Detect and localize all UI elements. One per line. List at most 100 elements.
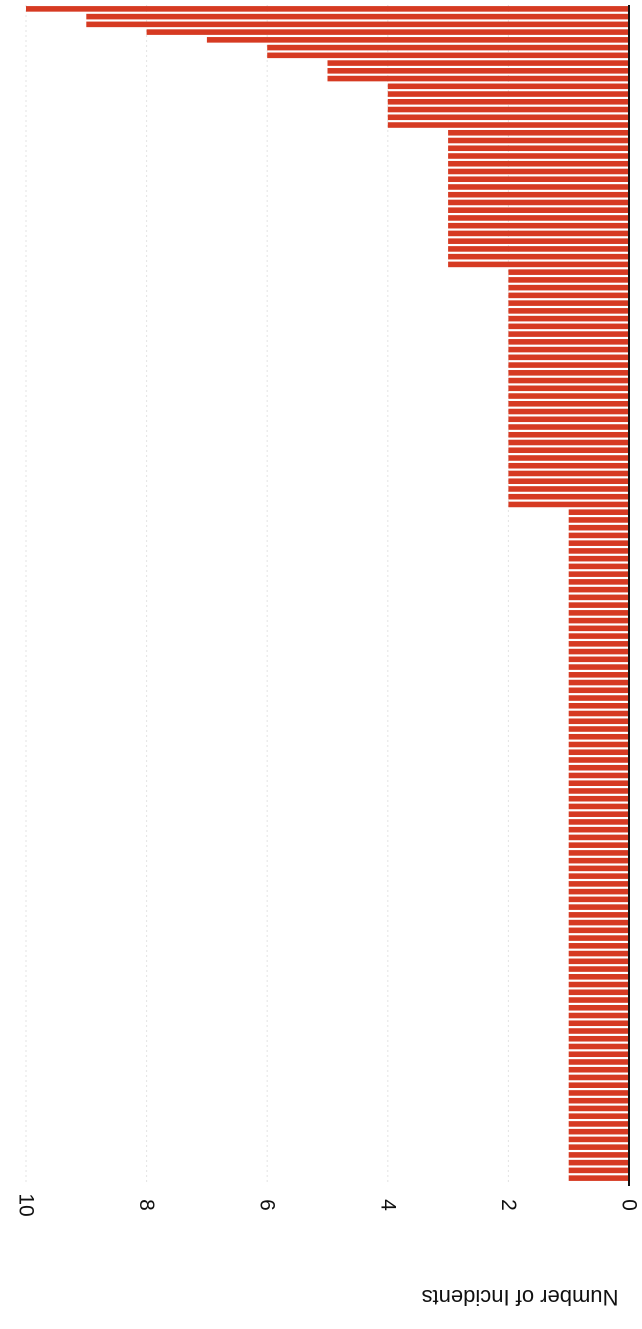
bar (508, 393, 629, 399)
bar (327, 75, 629, 82)
bar (568, 795, 629, 802)
bar (568, 1175, 629, 1181)
bar (568, 881, 629, 887)
bar (448, 215, 629, 221)
bar (448, 191, 629, 198)
bar (508, 315, 629, 322)
tick-label-group: 0 (618, 1199, 641, 1211)
bar (568, 641, 629, 647)
bar (568, 981, 629, 988)
bar (568, 718, 629, 725)
bar (568, 648, 629, 655)
bar (508, 455, 629, 461)
bar (448, 153, 629, 159)
bar (508, 439, 629, 446)
bar (568, 1097, 629, 1104)
bar (508, 462, 629, 469)
bar (568, 950, 629, 957)
bar (568, 524, 629, 531)
bar (267, 44, 629, 51)
bar (568, 664, 629, 670)
bar (508, 346, 629, 353)
bar (568, 1121, 629, 1127)
bar (508, 385, 629, 392)
bar (568, 1152, 629, 1158)
bar (568, 896, 629, 903)
bar (508, 486, 629, 492)
bar (568, 540, 629, 546)
bar (568, 695, 629, 701)
bar (568, 1059, 629, 1065)
bar (568, 772, 629, 779)
tick-label-group: 4 (376, 1199, 399, 1211)
bar (508, 377, 629, 384)
tick-label: 2 (497, 1199, 520, 1211)
bar (448, 253, 629, 260)
bar (387, 106, 629, 113)
bar (568, 733, 629, 740)
grid-lines (25, 5, 509, 1182)
bar (568, 672, 629, 678)
bar (508, 339, 629, 345)
bar (568, 865, 629, 872)
bar (448, 230, 629, 237)
bar (568, 1043, 629, 1050)
bar (568, 997, 629, 1003)
bar (448, 184, 629, 190)
bar (146, 29, 629, 35)
bar (508, 400, 629, 407)
bar (568, 819, 629, 825)
bar (327, 68, 629, 74)
bar (387, 114, 629, 121)
tick-label: 0 (618, 1199, 641, 1211)
bar (568, 958, 629, 965)
bar (568, 943, 629, 949)
bar (568, 1012, 629, 1019)
bar (568, 803, 629, 810)
bar (568, 974, 629, 980)
bar (568, 749, 629, 756)
bar (568, 702, 629, 709)
bar (568, 873, 629, 879)
bar (448, 207, 629, 213)
bar (568, 826, 629, 833)
bars (26, 6, 630, 1181)
bar (568, 788, 629, 794)
bar (508, 416, 629, 423)
bar (568, 919, 629, 926)
bar (568, 989, 629, 996)
bar (327, 60, 629, 66)
bar (568, 656, 629, 663)
bar (508, 501, 629, 508)
bar (508, 362, 629, 368)
bar (387, 122, 629, 128)
bar (387, 91, 629, 97)
bar (86, 13, 630, 20)
bar (508, 447, 629, 454)
bar (568, 1128, 629, 1135)
tick-label-group: 2 (497, 1199, 520, 1211)
bar (508, 331, 629, 337)
bar (448, 168, 629, 175)
bar (568, 1051, 629, 1058)
bar (568, 1020, 629, 1027)
bar (568, 517, 629, 523)
bar (568, 1144, 629, 1150)
bar (568, 571, 629, 577)
bar (568, 1074, 629, 1081)
bar (568, 687, 629, 694)
bar (448, 199, 629, 206)
bar (448, 246, 629, 252)
bar (508, 269, 629, 275)
bar (568, 935, 629, 941)
bar (568, 548, 629, 554)
bar (568, 1082, 629, 1088)
bar (568, 602, 629, 608)
bar (508, 370, 629, 376)
bar (568, 1035, 629, 1042)
bar (568, 741, 629, 748)
bar (568, 509, 629, 515)
tick-label: 8 (135, 1199, 158, 1211)
